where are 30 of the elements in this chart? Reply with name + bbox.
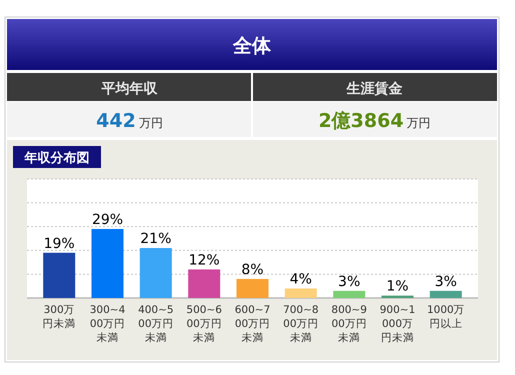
data-label: 8% (241, 262, 264, 278)
data-label: 1% (386, 278, 409, 295)
data-label: 21% (140, 231, 172, 248)
x-tick-label: 800~900万円未満 (330, 303, 368, 345)
text: 平均年収 (100, 81, 158, 97)
bar (333, 290, 366, 298)
data-label: 3% (434, 274, 457, 290)
x-tick-label: 700~800万円未満 (282, 303, 320, 345)
data-label: 3% (338, 274, 360, 290)
bar (236, 278, 268, 298)
bar (43, 252, 76, 298)
text: 生涯賃金 (346, 81, 404, 97)
x-tick-label: 400~500万円未満 (137, 303, 175, 345)
data-label: 19% (44, 236, 75, 252)
data-label: 29% (92, 212, 124, 228)
x-tick-label: 900~1000万円未満 (378, 303, 416, 345)
x-tick-label: 300~400万円未満 (88, 303, 126, 345)
bar (92, 228, 124, 298)
data-label: 12% (188, 252, 220, 268)
bar (430, 290, 462, 298)
x-tick-label: 1000万円以上 (426, 303, 466, 331)
x-tick-label: 300万円未満 (42, 303, 77, 331)
text: 全体 (232, 35, 272, 57)
x-tick-label: 600~700万円未満 (234, 303, 272, 345)
chart-title: 年収分布図 (24, 151, 90, 166)
x-tick-label: 500~600万円未満 (185, 303, 223, 345)
data-label: 4% (290, 271, 312, 288)
bar (284, 288, 317, 298)
bar (140, 248, 172, 298)
bar (188, 269, 220, 298)
